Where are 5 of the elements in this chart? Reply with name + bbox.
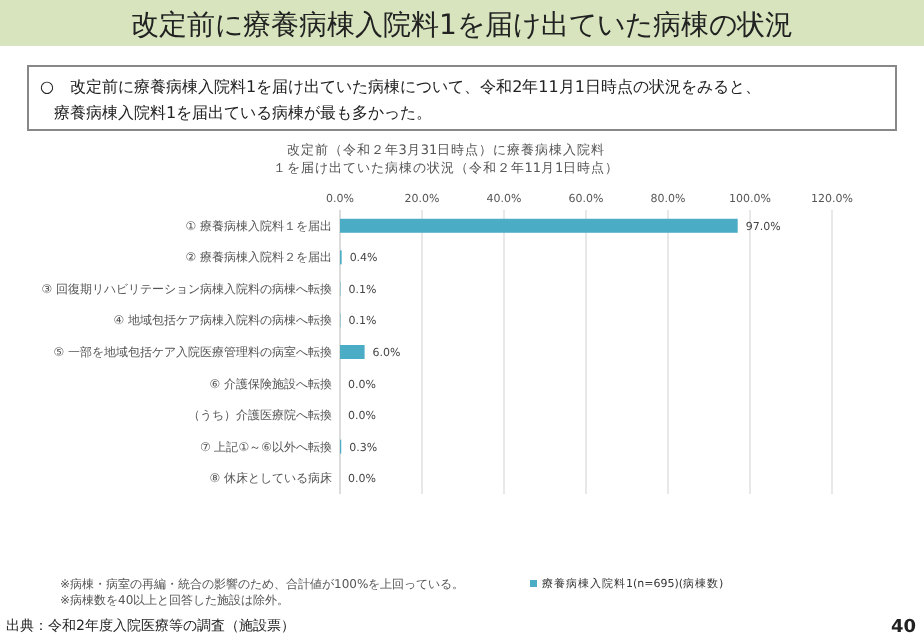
chart-title: 改定前に療養病棟入院料1を届け出ていた病棟の状況 [131,10,793,42]
bar [340,218,738,233]
text: 40 [890,618,916,638]
text: ○ 改定前に療養病棟入院料1を届け出ていた病棟について、令和2年11月1日時点の状況をみると、療養病棟入院料1を届出ている病棟が最も多かった。 [40,78,761,122]
bar [340,345,365,359]
